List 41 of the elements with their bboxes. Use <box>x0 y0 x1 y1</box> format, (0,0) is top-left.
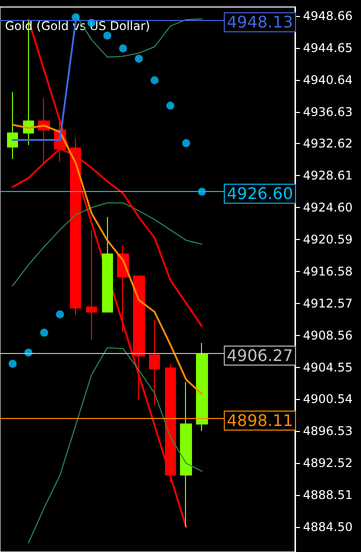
point <box>56 310 64 318</box>
y-tick-label: 4920.59 <box>303 232 353 247</box>
candlestick <box>165 363 176 482</box>
point <box>150 76 159 84</box>
y-tick-label: 4916.58 <box>303 264 353 278</box>
y-tick-label: 4924.60 <box>303 200 353 215</box>
y-tick-label: 4928.61 <box>303 168 353 183</box>
y-tick-label: 4908.56 <box>303 328 353 342</box>
point <box>8 360 17 368</box>
candlestick <box>149 320 160 406</box>
y-tick-label: 4884.50 <box>303 520 353 534</box>
y-tick-label: 4900.54 <box>303 392 353 406</box>
point <box>134 54 143 63</box>
line-series <box>12 202 202 286</box>
y-tick-label: 4896.53 <box>303 424 353 438</box>
candlestick <box>86 230 97 340</box>
y-tick-label: 4904.55 <box>303 360 353 374</box>
candlestick <box>133 276 145 401</box>
point <box>166 102 174 110</box>
point <box>182 139 190 148</box>
y-tick-label: 4936.63 <box>303 104 353 119</box>
point <box>103 32 112 40</box>
line-series <box>12 124 203 395</box>
point <box>119 44 128 52</box>
candlestick <box>180 381 192 528</box>
candlestick <box>7 91 18 160</box>
y-tick-label: 4932.62 <box>303 136 353 151</box>
ref-line-label: 4926.60 <box>226 184 293 204</box>
y-tick-label: 4892.52 <box>303 456 353 470</box>
line-series <box>28 347 202 544</box>
candlestick <box>102 216 113 313</box>
y-tick-label: 4944.65 <box>303 40 353 55</box>
y-tick-label: 4912.57 <box>303 296 353 310</box>
ref-line-label: 4906.27 <box>226 346 293 366</box>
point <box>40 328 48 337</box>
ref-line-label: 4898.11 <box>226 411 293 430</box>
y-tick-label: 4940.64 <box>303 72 353 87</box>
candlestick <box>196 342 208 432</box>
ref-line-label: 4948.13 <box>226 12 293 32</box>
y-tick-label: 4888.51 <box>303 488 353 502</box>
y-tick-label: 4948.66 <box>303 9 353 23</box>
